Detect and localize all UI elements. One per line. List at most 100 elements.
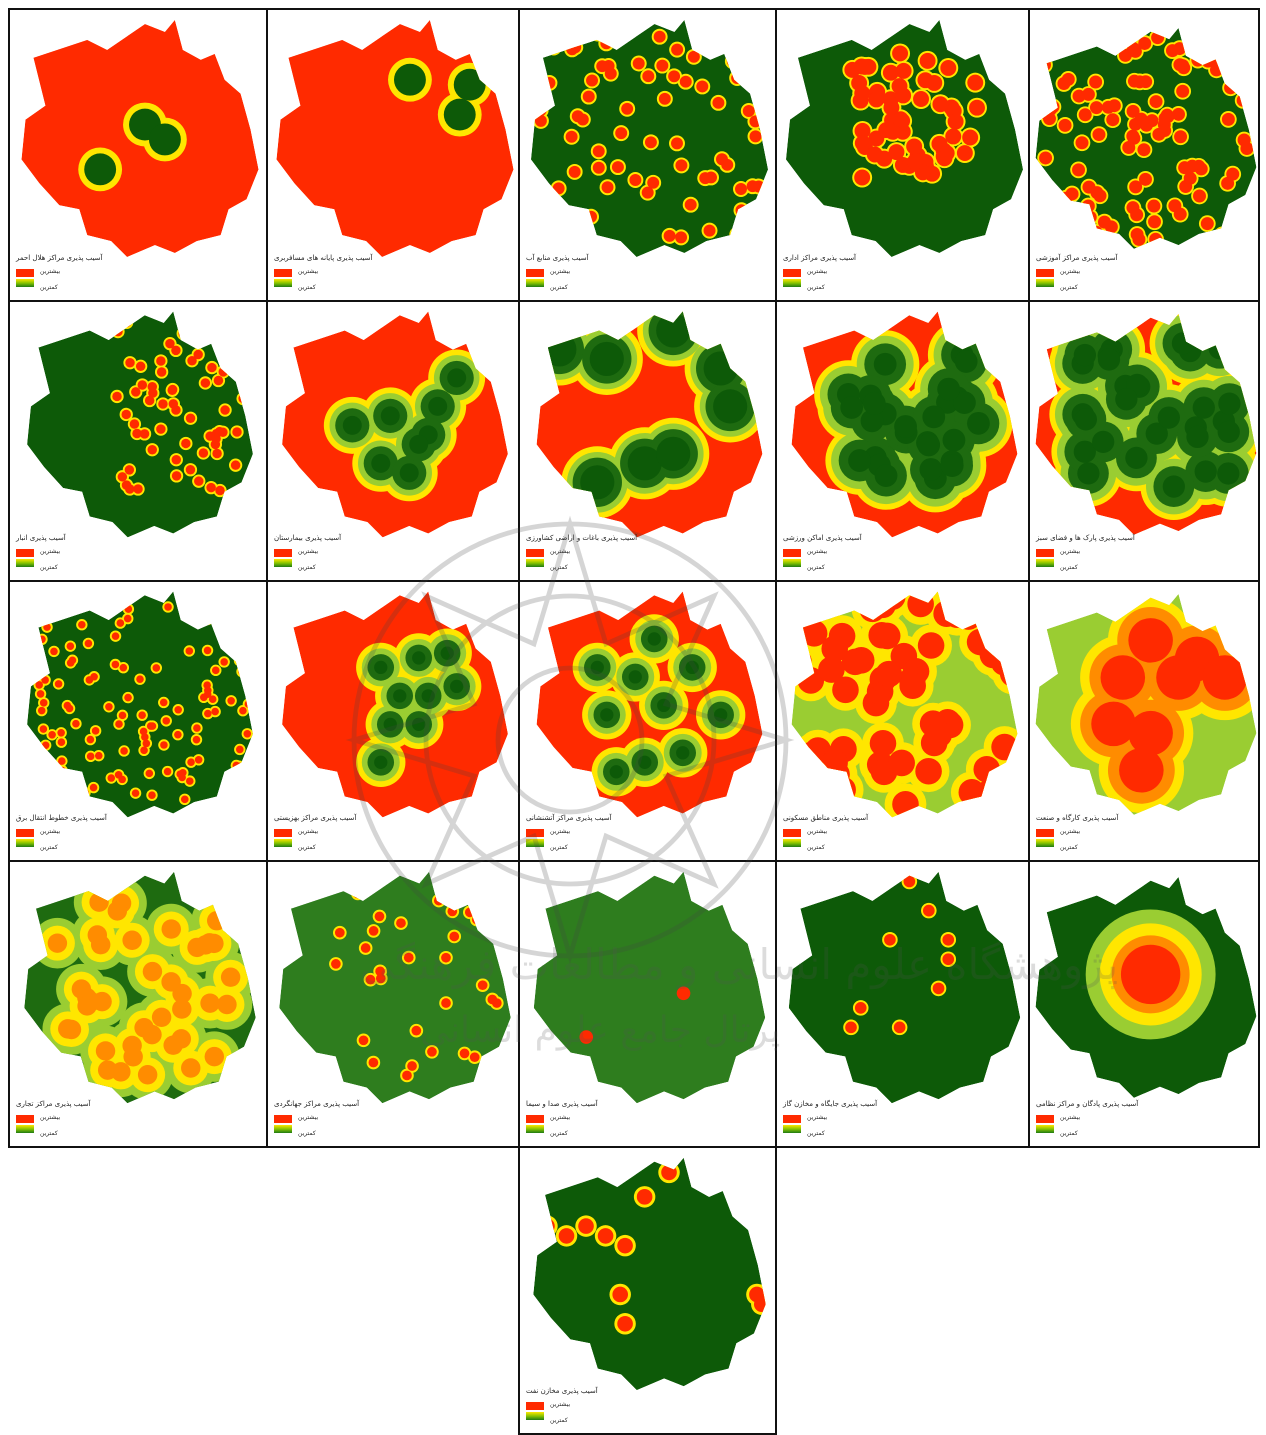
map-caption: آسیب پذیری بیمارستان (274, 534, 342, 542)
map-legend: بیشترین کمترین (783, 546, 853, 580)
legend-low-swatch (783, 559, 801, 567)
legend-low-label: کمترین (550, 1130, 568, 1137)
city-map-icon (276, 19, 514, 258)
map-panel: آسیب پذیری مناطق مسکونی بیشترین کمترین (775, 580, 1030, 862)
map-legend: بیشترین کمترین (274, 826, 344, 860)
watermark-line-1: پژوهشگاه علوم انسانی و مطالعات فرهنگی (360, 940, 1119, 989)
map-panel: آسیب پذیری مراکز آموزشی بیشترین کمترین (1028, 8, 1260, 302)
legend-low-swatch (274, 559, 292, 567)
legend-high-label: بیشترین (298, 828, 319, 835)
map-legend: بیشترین کمترین (274, 546, 344, 580)
legend-low-label: کمترین (40, 284, 58, 291)
legend-low-label: کمترین (1060, 1130, 1078, 1137)
legend-low-swatch (16, 279, 34, 287)
legend-low-swatch (1036, 839, 1054, 847)
legend-low-swatch (526, 1125, 544, 1133)
map-caption: آسیب پذیری مراکز تجاری (16, 1100, 91, 1108)
city-map-icon (1035, 313, 1257, 535)
map-panel: آسیب پذیری صدا و سیما بیشترین کمترین (518, 860, 777, 1148)
legend-high-label: بیشترین (550, 1114, 571, 1121)
legend-low-label: کمترین (298, 844, 316, 851)
map-panel: آسیب پذیری مراکز آتشنشانی بیشترین کمترین (518, 580, 777, 862)
map-caption: آسیب پذیری مناطق مسکونی (783, 814, 869, 822)
map-panel: آسیب پذیری منابع آب بیشترین کمترین (518, 8, 777, 302)
map-legend: بیشترین کمترین (16, 266, 86, 300)
legend-high-swatch (16, 549, 34, 557)
legend-high-label: بیشترین (1060, 1114, 1081, 1121)
legend-low-swatch (526, 1412, 544, 1420)
legend-high-swatch (526, 1402, 544, 1410)
map-panel: آسیب پذیری پادگان و مراکز نظامی بیشترین کم… (1028, 860, 1260, 1148)
map-panel: آسیب پذیری مراکز اداری بیشترین کمترین (775, 8, 1030, 302)
map-legend: بیشترین کمترین (274, 266, 344, 300)
map-panel: آسیب پذیری انبار بیشترین کمترین (8, 300, 268, 582)
map-legend: بیشترین کمترین (16, 1112, 86, 1146)
legend-low-label: کمترین (298, 284, 316, 291)
map-caption: آسیب پذیری مخازن نفت (526, 1387, 598, 1395)
legend-low-swatch (783, 279, 801, 287)
map-caption: آسیب پذیری صدا و سیما (526, 1100, 598, 1108)
city-map-icon (788, 871, 1021, 1104)
legend-high-label: بیشترین (40, 1114, 61, 1121)
legend-low-label: کمترین (807, 1130, 825, 1137)
map-legend: بیشترین کمترین (16, 826, 86, 860)
legend-high-label: بیشترین (40, 828, 61, 835)
map-caption: آسیب پذیری پایانه های مسافربری (274, 254, 373, 262)
legend-low-swatch (783, 839, 801, 847)
legend-low-label: کمترین (1060, 284, 1078, 291)
map-legend: بیشترین کمترین (1036, 1112, 1106, 1146)
map-panel: آسیب پذیری جایگاه و مخازن گاز بیشترین کمتر… (775, 860, 1030, 1148)
city-map-icon (791, 311, 1018, 538)
map-panel: آسیب پذیری مراکز بهزیستی بیشترین کمترین (266, 580, 520, 862)
legend-low-swatch (526, 279, 544, 287)
city-map-icon (279, 871, 511, 1104)
city-map-icon (530, 19, 769, 258)
city-map-icon (21, 19, 259, 258)
legend-high-swatch (274, 1115, 292, 1123)
map-panel: آسیب پذیری خطوط انتقال برق بیشترین کمترین (8, 580, 268, 862)
city-map-icon (791, 591, 1018, 818)
map-legend: بیشترین کمترین (526, 1112, 596, 1146)
legend-low-label: کمترین (298, 564, 316, 571)
map-legend: بیشترین کمترین (526, 1399, 596, 1433)
legend-high-label: بیشترین (1060, 828, 1081, 835)
legend-low-label: کمترین (807, 844, 825, 851)
map-caption: آسیب پذیری مراکز جهانگردی (274, 1100, 360, 1108)
map-panel: آسیب پذیری مخازن نفت بیشترین کمترین (518, 1146, 777, 1435)
map-caption: آسیب پذیری خطوط انتقال برق (16, 814, 107, 822)
legend-high-label: بیشترین (1060, 268, 1081, 275)
legend-high-swatch (1036, 829, 1054, 837)
legend-high-swatch (274, 549, 292, 557)
map-legend: بیشترین کمترین (16, 546, 86, 580)
map-caption: آسیب پذیری کارگاه و صنعت (1036, 814, 1119, 822)
city-map-icon (1035, 876, 1257, 1098)
legend-low-swatch (1036, 1125, 1054, 1133)
legend-low-swatch (16, 1125, 34, 1133)
map-caption: آسیب پذیری جایگاه و مخازن گاز (783, 1100, 878, 1108)
legend-low-swatch (16, 559, 34, 567)
map-panel: آسیب پذیری پایانه های مسافربری بیشترین کمت… (266, 8, 520, 302)
map-panel: آسیب پذیری اماکن ورزشی بیشترین کمترین (775, 300, 1030, 582)
map-legend: بیشترین کمترین (1036, 546, 1106, 580)
legend-high-label: بیشترین (1060, 548, 1081, 555)
legend-high-label: بیشترین (550, 548, 571, 555)
map-panel: آسیب پذیری مراکز جهانگردی بیشترین کمترین (266, 860, 520, 1148)
legend-low-swatch (274, 839, 292, 847)
map-caption: آسیب پذیری مراکز اداری (783, 254, 857, 262)
map-panel: آسیب پذیری بیمارستان بیشترین کمترین (266, 300, 520, 582)
legend-high-label: بیشترین (807, 268, 828, 275)
legend-high-swatch (526, 269, 544, 277)
map-caption: آسیب پذیری مراکز آتشنشانی (526, 814, 612, 822)
legend-high-swatch (16, 829, 34, 837)
map-legend: بیشترین کمترین (526, 546, 596, 580)
map-caption: آسیب پذیری مراکز بهزیستی (274, 814, 357, 822)
legend-low-swatch (16, 839, 34, 847)
map-legend: بیشترین کمترین (783, 266, 853, 300)
map-panel: آسیب پذیری باغات و اراضی کشاورزی بیشترین ک… (518, 300, 777, 582)
legend-low-label: کمترین (550, 1417, 568, 1424)
legend-low-label: کمترین (550, 284, 568, 291)
city-map-icon (533, 1157, 766, 1391)
legend-high-swatch (1036, 549, 1054, 557)
legend-low-label: کمترین (807, 284, 825, 291)
map-caption: آسیب پذیری پارک ها و فضای سبز (1036, 534, 1135, 542)
